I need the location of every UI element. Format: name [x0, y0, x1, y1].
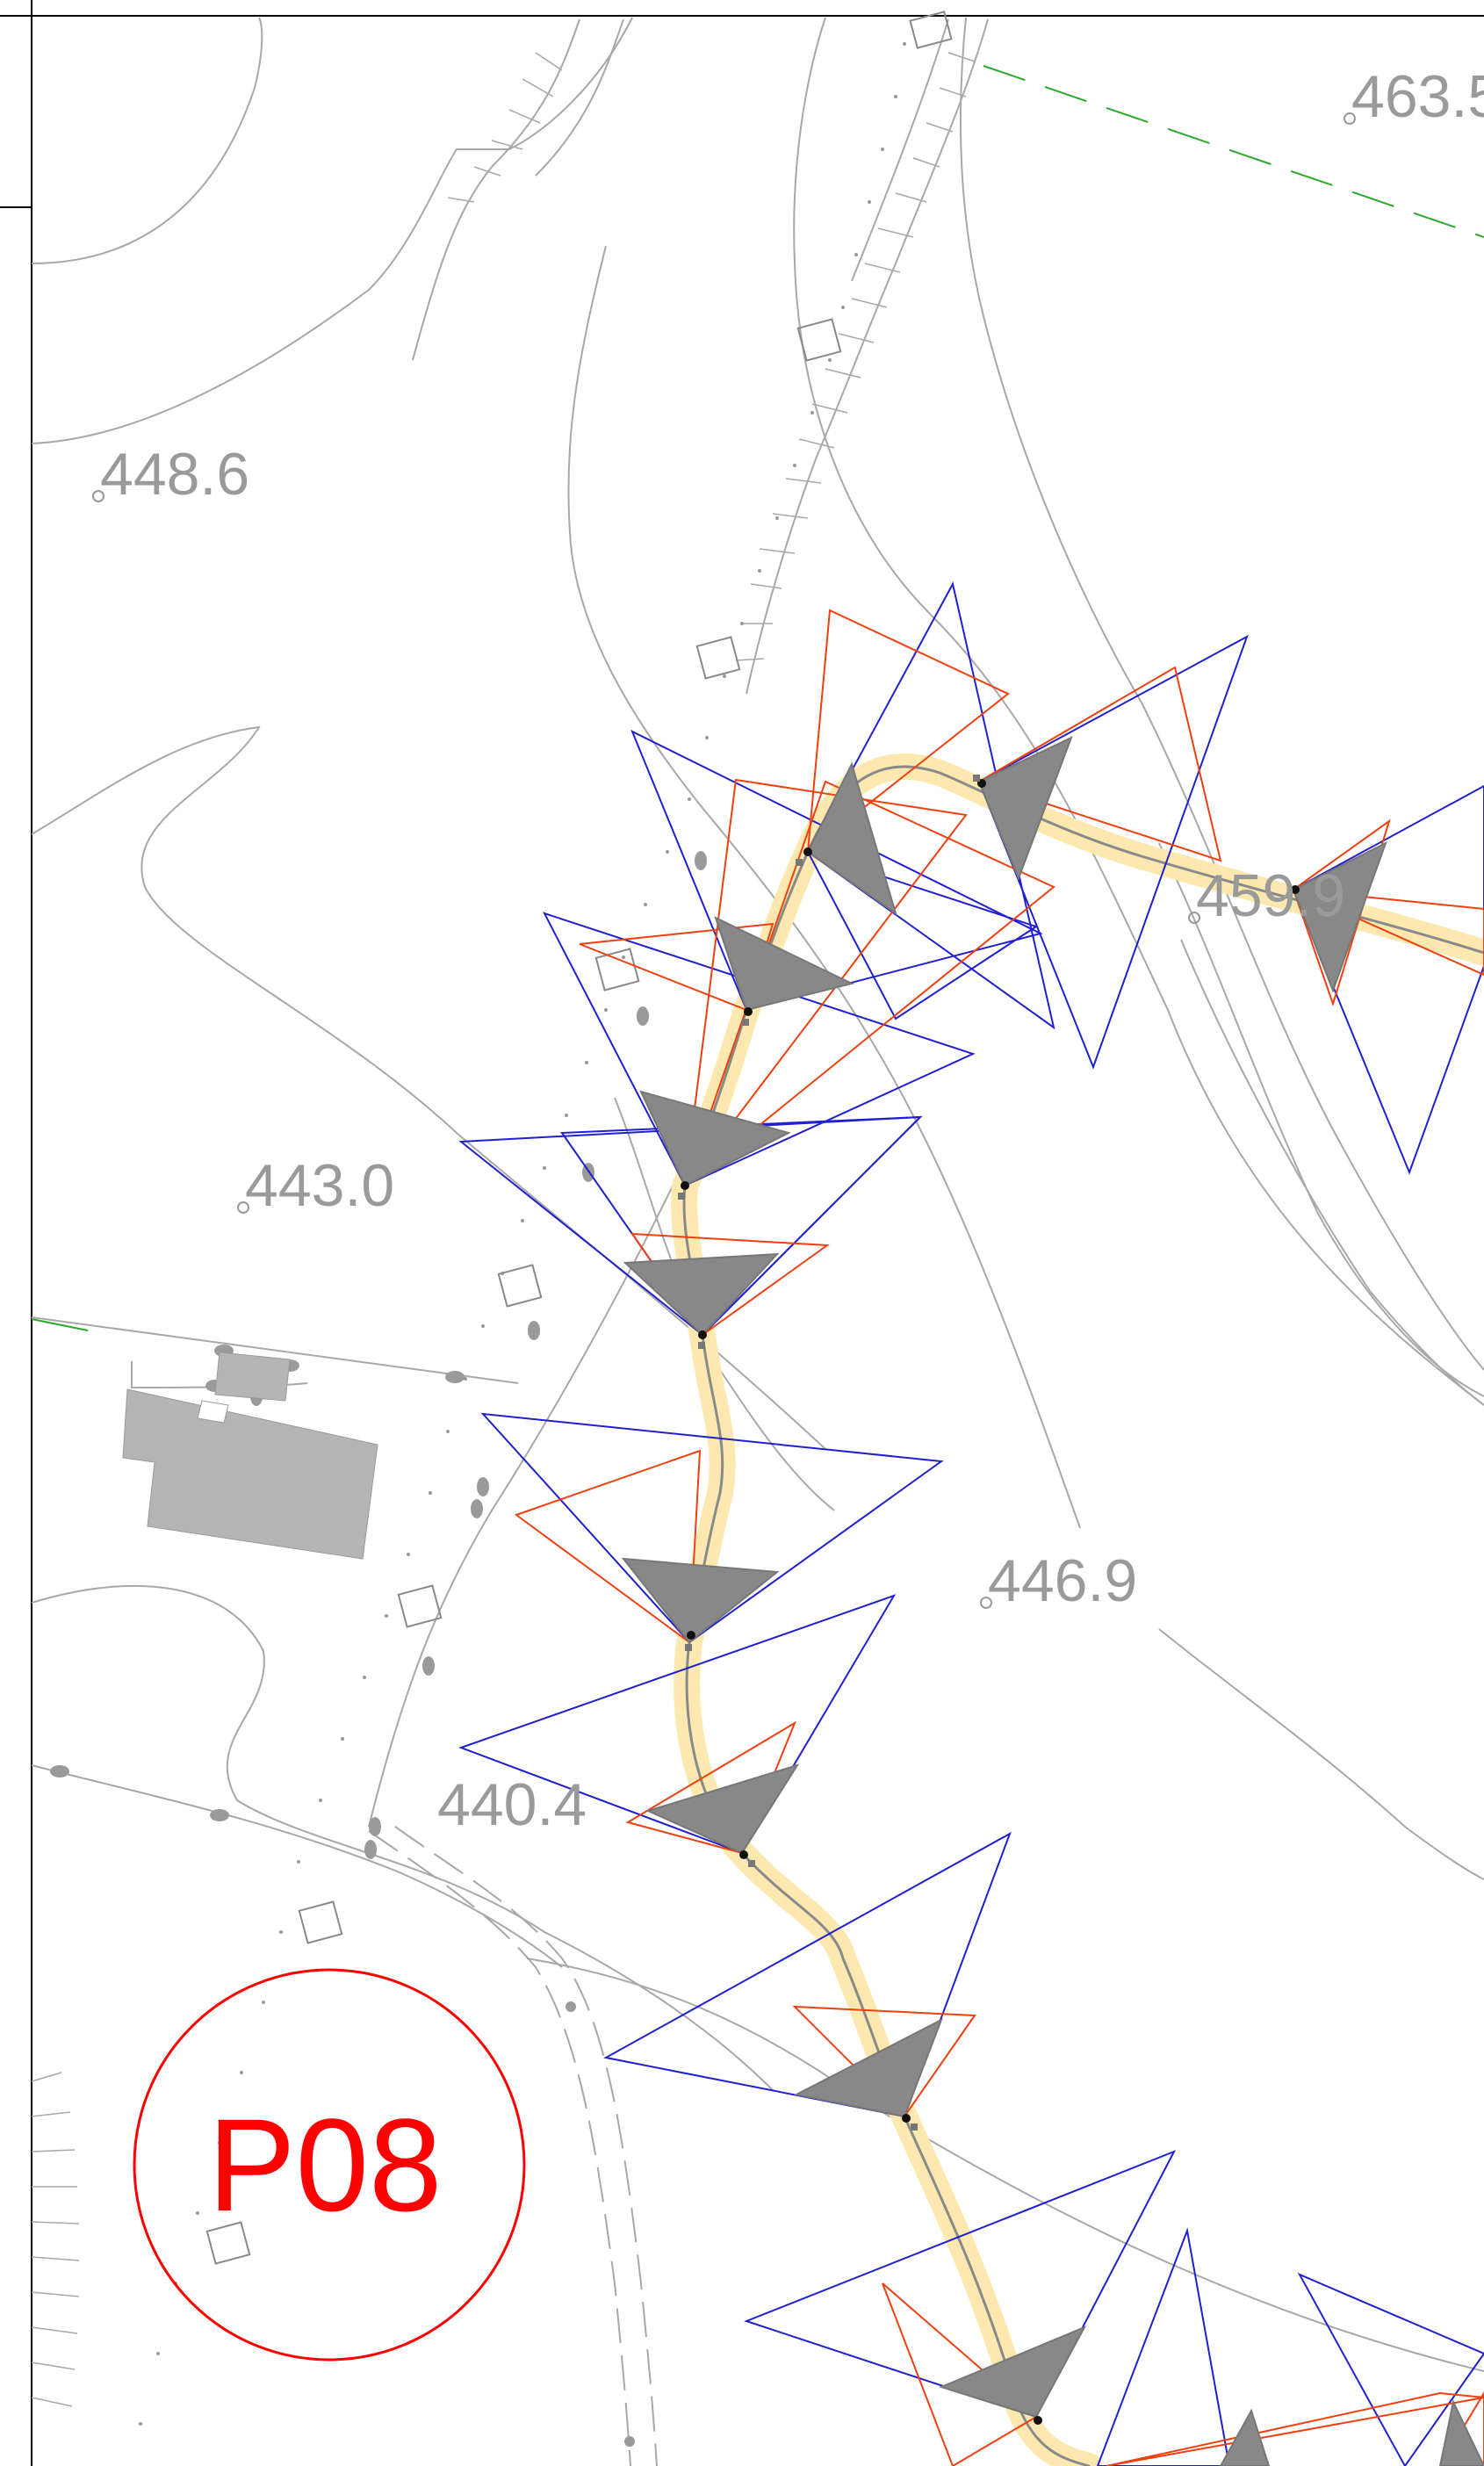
- elevation-point: 459.9: [1188, 862, 1345, 929]
- route-corridor: [671, 754, 1484, 2466]
- elevation-point: 443.0: [237, 1152, 394, 1219]
- sheet-marker[interactable]: P08: [133, 1968, 526, 2361]
- elevation-point: 446.9: [980, 1547, 1137, 1614]
- view-cones: [458, 581, 1484, 2466]
- elevation-label-459: 459.9: [1196, 862, 1345, 929]
- elevation-label-446: 446.9: [988, 1547, 1137, 1614]
- elevation-point: 440.4: [437, 1771, 587, 1838]
- elevation-label-463: 463.5: [1351, 63, 1484, 130]
- elevation-label-440: 440.4: [437, 1771, 587, 1838]
- elevation-label-443: 443.0: [245, 1152, 394, 1219]
- green-boundary: [31, 65, 1484, 1331]
- track: [31, 895, 791, 2466]
- elevation-label-448: 448.6: [100, 441, 249, 508]
- elevation-labels: 463.5 448.6 459.9 443.0 446.9 440.4: [92, 63, 1484, 1838]
- buildings: [122, 1352, 378, 1560]
- trees: [50, 851, 707, 2447]
- elevation-point: 448.6: [92, 441, 249, 508]
- elevation-point: 463.5: [1344, 63, 1484, 130]
- sheet-marker-circle: [133, 1968, 526, 2361]
- field-boundary-dots: [139, 42, 906, 2426]
- embankment: [31, 18, 989, 2407]
- sheet-marker-label: P08: [208, 2091, 443, 2239]
